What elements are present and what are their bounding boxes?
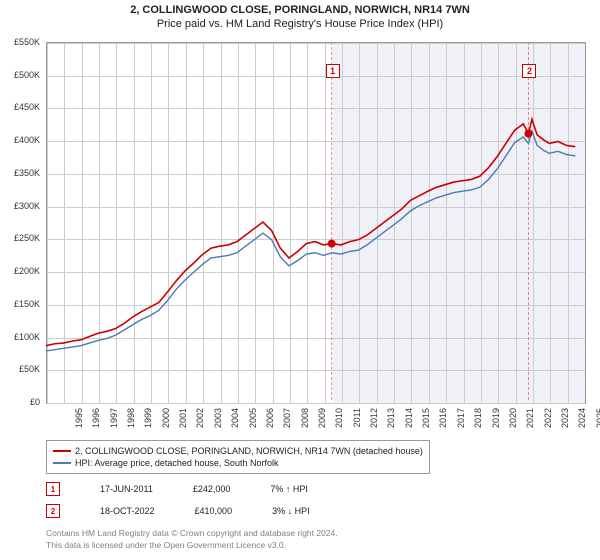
x-axis-label: 2012 — [369, 408, 379, 438]
x-axis-label: 2011 — [352, 408, 362, 438]
x-axis-label: 2020 — [508, 408, 518, 438]
footer-line1: Contains HM Land Registry data © Crown c… — [46, 528, 338, 538]
marker-callout: 1 — [326, 64, 340, 78]
x-axis-label: 2017 — [456, 408, 466, 438]
series-price_paid — [46, 119, 575, 345]
transaction-delta: 7% ↑ HPI — [270, 484, 308, 494]
transaction-marker: 1 — [46, 482, 60, 496]
x-axis-label: 2004 — [230, 408, 240, 438]
marker-dot — [524, 130, 532, 138]
x-axis-label: 2019 — [491, 408, 501, 438]
x-axis-label: 2009 — [317, 408, 327, 438]
transaction-marker: 2 — [46, 504, 60, 518]
legend-swatch — [53, 462, 71, 464]
transaction-row: 2 18-OCT-2022 £410,000 3% ↓ HPI — [46, 504, 310, 518]
x-axis-label: 1995 — [74, 408, 84, 438]
x-axis-label: 2022 — [543, 408, 553, 438]
chart-svg — [0, 0, 600, 560]
legend-label: 2, COLLINGWOOD CLOSE, PORINGLAND, NORWIC… — [75, 446, 423, 456]
x-axis-label: 2010 — [334, 408, 344, 438]
y-axis-label: £350K — [0, 168, 40, 178]
x-axis-label: 2008 — [300, 408, 310, 438]
x-axis-label: 2025 — [595, 408, 600, 438]
x-axis-label: 2024 — [577, 408, 587, 438]
y-axis-label: £150K — [0, 299, 40, 309]
x-axis-label: 1998 — [126, 408, 136, 438]
y-axis-label: £500K — [0, 70, 40, 80]
y-axis-label: £0 — [0, 397, 40, 407]
x-axis-label: 2021 — [525, 408, 535, 438]
transaction-delta: 3% ↓ HPI — [272, 506, 310, 516]
x-axis-label: 2016 — [438, 408, 448, 438]
y-axis-label: £100K — [0, 332, 40, 342]
x-axis-label: 2002 — [195, 408, 205, 438]
transaction-price: £242,000 — [193, 484, 231, 494]
transaction-date: 18-OCT-2022 — [100, 506, 155, 516]
x-axis-label: 2005 — [248, 408, 258, 438]
legend-label: HPI: Average price, detached house, Sout… — [75, 458, 278, 468]
x-axis-label: 1997 — [109, 408, 119, 438]
transaction-row: 1 17-JUN-2011 £242,000 7% ↑ HPI — [46, 482, 308, 496]
x-axis-label: 2018 — [473, 408, 483, 438]
y-axis-label: £250K — [0, 233, 40, 243]
legend-row: HPI: Average price, detached house, Sout… — [53, 457, 423, 469]
legend-row: 2, COLLINGWOOD CLOSE, PORINGLAND, NORWIC… — [53, 445, 423, 457]
x-axis-label: 1996 — [91, 408, 101, 438]
y-axis-label: £300K — [0, 201, 40, 211]
marker-dot — [328, 240, 336, 248]
x-axis-label: 2007 — [282, 408, 292, 438]
transaction-date: 17-JUN-2011 — [100, 484, 153, 494]
legend: 2, COLLINGWOOD CLOSE, PORINGLAND, NORWIC… — [46, 440, 430, 474]
y-axis-label: £550K — [0, 37, 40, 47]
x-axis-label: 2023 — [560, 408, 570, 438]
x-axis-label: 2001 — [178, 408, 188, 438]
x-axis-label: 2015 — [421, 408, 431, 438]
y-axis-label: £50K — [0, 364, 40, 374]
x-axis-label: 2014 — [404, 408, 414, 438]
x-axis-label: 2013 — [386, 408, 396, 438]
y-axis-label: £450K — [0, 102, 40, 112]
x-axis-label: 2003 — [213, 408, 223, 438]
x-axis-label: 2006 — [265, 408, 275, 438]
y-axis-label: £400K — [0, 135, 40, 145]
y-axis-label: £200K — [0, 266, 40, 276]
legend-swatch — [53, 450, 71, 452]
x-axis-label: 2000 — [161, 408, 171, 438]
marker-callout: 2 — [522, 64, 536, 78]
footer-line2: This data is licensed under the Open Gov… — [46, 540, 286, 550]
series-hpi — [46, 131, 575, 351]
transaction-price: £410,000 — [195, 506, 233, 516]
x-axis-label: 1999 — [143, 408, 153, 438]
